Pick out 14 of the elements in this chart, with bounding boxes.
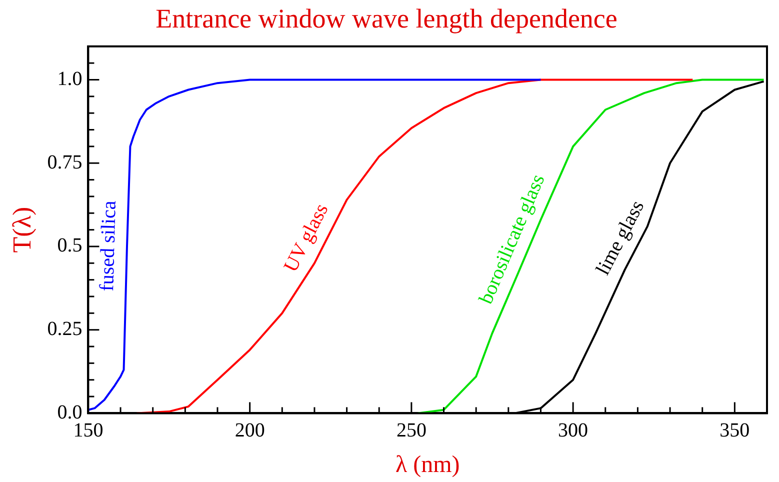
x-axis-title: λ (nm) (395, 452, 460, 478)
x-tick-label: 350 (720, 419, 750, 442)
x-tick-label: 300 (558, 419, 588, 442)
y-tick-label: 0.25 (47, 318, 82, 340)
y-tick-label: 0.5 (57, 234, 82, 257)
chart-title: Entrance window wave length dependence (156, 3, 618, 34)
text: UV glass (280, 200, 333, 276)
y-tick-label: 0.75 (47, 151, 82, 174)
y-tick-label: 1.0 (57, 68, 82, 90)
y-axis-title: T(λ) (7, 206, 36, 253)
x-tick-label: 250 (396, 419, 426, 442)
x-tick-label: 200 (234, 419, 265, 442)
text: lime glass (592, 196, 649, 279)
text: fused silica (96, 200, 120, 292)
